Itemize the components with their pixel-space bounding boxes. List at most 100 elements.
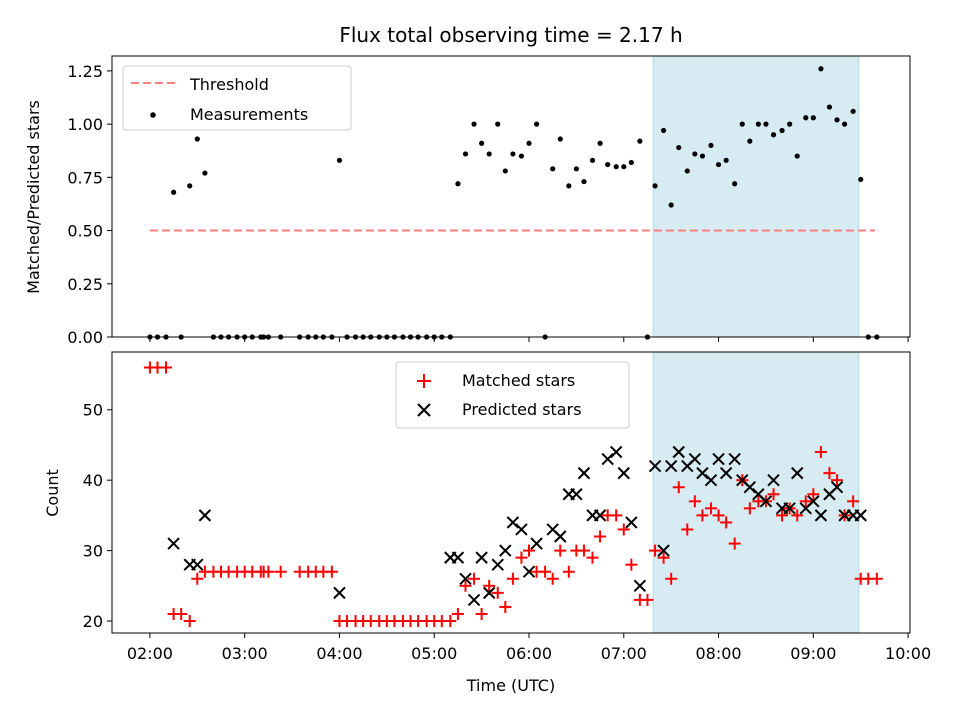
predicted-marker-b <box>609 445 623 459</box>
measurement-point <box>723 157 729 163</box>
measurement-point <box>557 136 563 142</box>
matched-star-marker <box>870 572 883 585</box>
bottom-legend-box <box>395 361 630 429</box>
predicted-marker-b <box>570 488 583 501</box>
matched-star-marker <box>665 572 678 585</box>
measurement-point <box>850 108 856 114</box>
measurement-point <box>739 121 745 127</box>
matched-star-marker <box>657 551 670 564</box>
matched-star-marker <box>491 586 504 599</box>
predicted-star-marker <box>515 523 528 536</box>
predicted-marker-b <box>577 466 591 480</box>
measurement-point <box>533 121 540 127</box>
predicted-marker-b <box>506 516 520 529</box>
matched-star-marker <box>688 495 701 508</box>
bottom-x-axis: 02:00 03:00 04:00 05:00 06:00 07:00 08:00 09:00… <box>127 633 931 663</box>
matched-star-marker <box>475 607 488 620</box>
predicted-marker-b <box>752 488 765 501</box>
measurement-point <box>676 144 682 151</box>
predicted-star-marker <box>506 516 520 529</box>
predicted-star-marker <box>633 579 647 593</box>
predicted-marker-b <box>522 565 536 578</box>
measurement-point <box>699 153 706 159</box>
x-tick-label: 03:00 <box>222 644 268 663</box>
predicted-star-marker <box>522 565 536 578</box>
matched-star-marker <box>610 509 623 522</box>
predicted-marker-b <box>712 452 725 466</box>
predicted-star-marker <box>333 586 346 600</box>
predicted-marker-b <box>625 516 638 529</box>
bottom-y-tick-label: 50 <box>83 401 103 420</box>
predicted-marker-b <box>664 459 678 473</box>
predicted-marker-b <box>688 452 702 466</box>
matched-star-marker <box>562 565 575 578</box>
top-y-tick-label: 1.25 <box>67 62 103 81</box>
matched-star-marker <box>799 495 812 508</box>
measurement-point <box>479 140 485 146</box>
matched-star-marker <box>672 481 685 494</box>
predicted-marker-b <box>617 466 630 480</box>
matched-star-marker <box>325 565 338 578</box>
matched-star-marker <box>262 565 275 578</box>
predicted-marker-b <box>696 466 709 480</box>
matched-star-marker <box>468 572 481 585</box>
measurement-points <box>147 66 880 340</box>
matched-star-marker <box>776 509 789 522</box>
matched-star-marker <box>728 537 741 550</box>
predicted-star-marker <box>664 459 678 473</box>
matched-star-marker <box>712 509 725 522</box>
predicted-star-marker <box>625 516 638 529</box>
matched-star-marker <box>720 516 733 529</box>
legend-predicted-label: Predicted stars <box>462 400 582 419</box>
matched-star-marker <box>847 495 860 508</box>
matched-star-marker <box>274 565 287 578</box>
measurement-point <box>566 183 572 189</box>
top-y-axis: 0.00 0.25 0.50 0.75 1.00 1.25 <box>67 62 112 347</box>
predicted-star-marker <box>830 481 844 494</box>
predicted-star-marker <box>570 488 583 501</box>
predicted-marker-b <box>814 509 828 522</box>
matched-star-marker <box>831 474 844 487</box>
measurement-point <box>803 115 809 121</box>
measurement-point <box>628 159 634 166</box>
matched-star-marker <box>515 551 528 564</box>
predicted-star-marker <box>530 537 543 550</box>
measurement-point <box>455 181 461 187</box>
measurement-point <box>810 115 816 121</box>
predicted-marker-b <box>728 452 741 466</box>
measurement-point <box>526 140 532 146</box>
matched-star-marker <box>506 572 519 585</box>
top-legend: Threshold Measurements <box>122 65 352 131</box>
predicted-star-marker <box>783 502 796 515</box>
predicted-star-marker <box>593 509 607 522</box>
matched-star-marker <box>483 579 496 592</box>
matched-star-marker <box>175 607 188 620</box>
predicted-star-marker <box>712 452 725 466</box>
predicted-marker-b <box>593 509 607 522</box>
matched-star-marker <box>577 544 590 557</box>
measurement-point <box>550 166 556 172</box>
matched-star-marker <box>554 544 567 557</box>
predicted-marker-b <box>807 495 820 508</box>
predicted-star-markers <box>167 445 867 607</box>
measurement-point <box>692 151 698 157</box>
predicted-marker-b <box>530 537 543 550</box>
x-tick-label: 02:00 <box>127 644 173 663</box>
measurement-point <box>486 151 492 157</box>
predicted-star-marker <box>475 551 488 564</box>
measurement-point <box>597 140 603 146</box>
matched-star-marker <box>499 600 512 613</box>
measurement-point <box>187 183 193 189</box>
top-y-tick-label: 1.00 <box>67 115 103 134</box>
matched-star-marker <box>617 523 630 536</box>
measurement-point <box>637 138 643 144</box>
measurement-point <box>605 161 611 168</box>
predicted-marker-b <box>783 502 796 515</box>
predicted-marker-b <box>601 452 614 466</box>
predicted-marker-b <box>333 586 346 600</box>
predicted-star-marker <box>696 466 709 480</box>
x-axis-label: Time (UTC) <box>466 676 555 695</box>
predicted-marker-b <box>491 558 504 571</box>
predicted-star-marker <box>451 551 465 564</box>
